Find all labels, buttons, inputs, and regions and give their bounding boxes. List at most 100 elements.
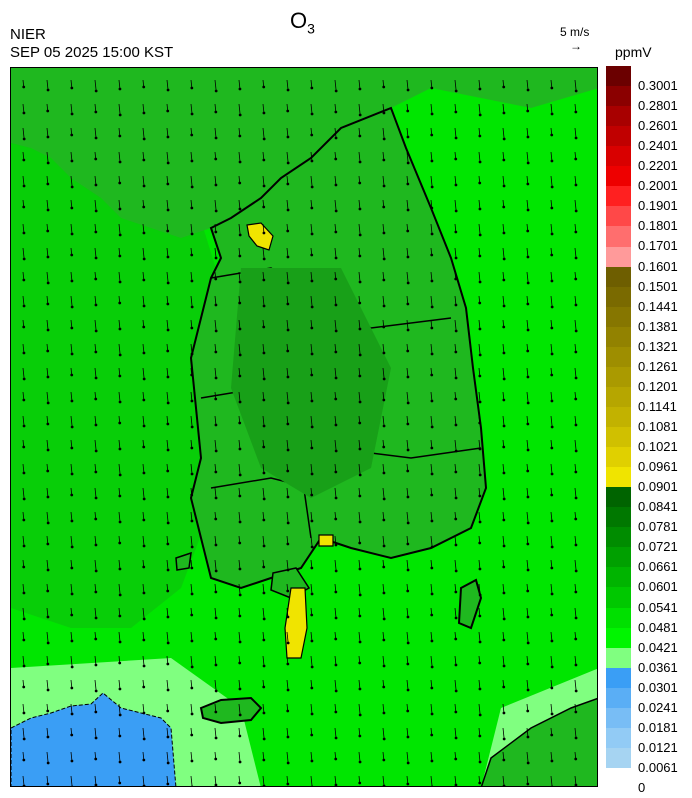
wind-vector-head bbox=[94, 637, 98, 641]
wind-vector-head bbox=[430, 613, 434, 617]
wind-vector-head bbox=[94, 423, 98, 427]
wind-vector-head bbox=[238, 353, 242, 357]
wind-vector-head bbox=[166, 641, 170, 645]
wind-vector bbox=[430, 655, 433, 668]
wind-vector bbox=[238, 103, 241, 116]
wind-vector-head bbox=[238, 614, 242, 618]
wind-vector-head bbox=[334, 423, 338, 427]
wind-vector-head bbox=[238, 400, 242, 404]
wind-vector bbox=[238, 343, 241, 356]
wind-vector-head bbox=[382, 471, 386, 475]
color-scale-swatch bbox=[606, 487, 631, 508]
wind-vector-head bbox=[310, 206, 314, 210]
wind-vector-head bbox=[526, 448, 530, 452]
wind-vector-head bbox=[142, 737, 146, 741]
wind-vector-head bbox=[238, 301, 242, 305]
ozone-map[interactable] bbox=[10, 67, 598, 787]
wind-vector bbox=[190, 175, 193, 188]
wind-vector-head bbox=[166, 109, 170, 113]
wind-vector bbox=[190, 535, 193, 548]
wind-vector bbox=[70, 775, 73, 786]
wind-vector bbox=[574, 535, 577, 546]
wind-vector bbox=[190, 583, 193, 595]
wind-vector-head bbox=[190, 545, 194, 549]
wind-vector-head bbox=[214, 89, 218, 93]
wind-vector-head bbox=[142, 638, 146, 642]
wind-vector-head bbox=[502, 711, 506, 715]
wind-vector-head bbox=[286, 161, 290, 165]
wind-vector-head bbox=[310, 613, 314, 617]
wind-vector bbox=[334, 775, 337, 786]
wind-vector-head bbox=[166, 375, 170, 379]
wind-vector-head bbox=[574, 303, 578, 307]
wind-vector-head bbox=[526, 615, 530, 619]
wind-vector-head bbox=[502, 737, 506, 741]
wind-vector bbox=[94, 295, 97, 306]
wind-vector bbox=[262, 127, 265, 140]
wind-vector-head bbox=[190, 279, 194, 283]
wind-vector bbox=[454, 367, 457, 379]
wind-vector-head bbox=[142, 471, 146, 475]
wind-vector bbox=[142, 247, 145, 260]
wind-vector-head bbox=[46, 422, 50, 426]
wind-vector-head bbox=[70, 545, 74, 549]
wind-vector-head bbox=[526, 401, 530, 405]
wind-vector bbox=[550, 655, 553, 668]
wind-vector-head bbox=[70, 185, 74, 189]
wind-vector bbox=[526, 439, 529, 451]
wind-vector bbox=[166, 607, 169, 618]
wind-vector bbox=[94, 79, 97, 92]
wind-vector-head bbox=[454, 449, 458, 453]
wind-vector-head bbox=[382, 158, 386, 162]
wind-vector bbox=[358, 559, 361, 570]
wind-vector-head bbox=[118, 567, 122, 571]
wind-vector bbox=[334, 79, 337, 92]
wind-vector-head bbox=[118, 181, 122, 185]
wind-vector-head bbox=[166, 521, 170, 525]
wind-vector-head bbox=[190, 373, 194, 377]
wind-vector bbox=[478, 343, 481, 356]
wind-vector bbox=[574, 127, 577, 139]
wind-vector-head bbox=[526, 328, 530, 332]
wind-vector-head bbox=[334, 157, 338, 161]
wind-vector bbox=[550, 703, 553, 715]
wind-vector bbox=[214, 727, 217, 739]
wind-vector bbox=[22, 247, 25, 260]
wind-vector-head bbox=[526, 375, 530, 379]
wind-vector bbox=[430, 271, 433, 282]
wind-vector bbox=[190, 751, 193, 762]
wind-vector-head bbox=[214, 110, 218, 114]
wind-vector-head bbox=[238, 520, 242, 524]
wind-vector-head bbox=[262, 664, 266, 668]
wind-vector-head bbox=[358, 374, 362, 378]
wind-vector-head bbox=[46, 229, 50, 233]
wind-vector-head bbox=[382, 85, 386, 89]
wind-vector bbox=[262, 583, 265, 594]
wind-vector-head bbox=[574, 496, 578, 500]
wind-vector-head bbox=[70, 399, 74, 403]
wind-vector bbox=[478, 679, 481, 690]
wind-vector-head bbox=[46, 109, 50, 113]
wind-vector-head bbox=[310, 472, 314, 476]
wind-vector bbox=[142, 367, 145, 380]
wind-vector-head bbox=[310, 493, 314, 497]
wind-vector-head bbox=[262, 205, 266, 209]
wind-vector-head bbox=[478, 687, 482, 691]
color-scale-swatch bbox=[606, 206, 631, 227]
wind-vector-head bbox=[454, 350, 458, 354]
wind-vector-head bbox=[406, 422, 410, 426]
wind-vector-head bbox=[478, 160, 482, 164]
wind-vector-head bbox=[454, 616, 458, 620]
wind-vector-head bbox=[118, 760, 122, 764]
wind-vector-head bbox=[574, 736, 578, 740]
color-scale-swatch bbox=[606, 727, 631, 749]
wind-vector bbox=[262, 343, 265, 354]
wind-vector-head bbox=[118, 494, 122, 498]
wind-vector-head bbox=[478, 661, 482, 665]
wind-vector bbox=[94, 415, 97, 426]
wind-vector-head bbox=[22, 784, 26, 786]
wind-vector-head bbox=[191, 785, 194, 786]
wind-vector-head bbox=[358, 233, 362, 237]
wind-vector-head bbox=[454, 376, 458, 380]
wind-vector bbox=[46, 247, 49, 258]
